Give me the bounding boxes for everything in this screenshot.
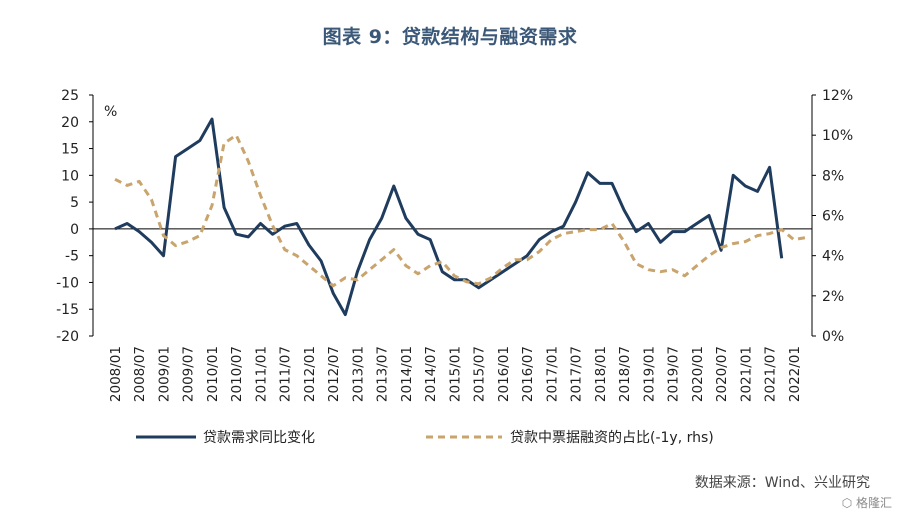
chart-title: 图表 9：贷款结构与融资需求 [322,26,578,48]
series-line-bill-share [114,133,807,288]
x-tick-label: 2011/07 [278,346,294,402]
series-line-loan-demand [114,117,784,317]
left-tick-label: 20 [61,115,79,131]
right-tick-label: 8% [822,168,844,184]
left-tick-label: 25 [61,88,79,104]
x-tick-label: 2011/01 [253,346,269,402]
right-tick-label: 4% [822,249,844,265]
right-tick-label: 6% [822,209,844,225]
x-tick-label: 2017/01 [544,346,560,402]
x-tick-label: 2010/01 [205,346,221,402]
series-layer [114,117,807,317]
x-tick-label: 2016/01 [496,346,512,402]
x-tick-label: 2021/07 [763,346,779,402]
x-tick-label: 2009/01 [156,346,172,402]
left-tick-label: -5 [65,249,79,265]
x-tick-label: 2012/07 [326,346,342,402]
source-note: 数据来源：Wind、兴业研究 [694,475,870,491]
left-tick-label: 0 [70,222,79,238]
right-tick-label: 2% [822,289,844,305]
left-tick-label: 5 [70,195,79,211]
x-tick-label: 2015/01 [447,346,463,402]
x-tick-label: 2020/01 [690,346,706,402]
x-tick-label: 2021/01 [738,346,754,402]
right-tick-label: 10% [822,128,853,144]
x-tick-label: 2018/01 [593,346,609,402]
x-tick-label: 2019/01 [641,346,657,402]
left-tick-label: 10 [61,168,79,184]
x-tick-label: 2013/07 [375,346,391,402]
x-tick-label: 2016/07 [520,346,536,402]
legend-label-loan-demand: 贷款需求同比变化 [203,430,315,446]
watermark-text: 格隆汇 [855,496,892,510]
left-axis-ticks: -20 -15 -10 -5 0 5 10 15 20 25 [56,88,93,345]
x-tick-label: 2010/07 [229,346,245,402]
x-tick-label: 2014/07 [423,346,439,402]
x-tick-label: 2008/07 [132,346,148,402]
left-tick-label: -10 [56,275,79,291]
watermark-logo: ⬡ 格隆汇 [841,496,892,510]
x-tick-label: 2013/01 [350,346,366,402]
x-tick-label: 2012/01 [302,346,318,402]
x-tick-label: 2014/01 [399,346,415,402]
legend: 贷款需求同比变化 贷款中票据融资的占比(-1y, rhs) [136,430,714,446]
x-tick-label: 2018/07 [617,346,633,402]
x-tick-label: 2015/07 [472,346,488,402]
x-tick-label: 2020/07 [714,346,730,402]
left-tick-label: -15 [56,302,79,318]
x-tick-label: 2019/07 [666,346,682,402]
x-tick-label: 2022/01 [787,346,803,402]
left-tick-label: -20 [56,329,79,345]
legend-label-bill-share: 贷款中票据融资的占比(-1y, rhs) [510,430,714,446]
y-axis-unit-label: % [104,104,117,120]
x-tick-label: 2008/01 [108,346,124,402]
x-axis-ticks: 2008/01 2008/07 2009/01 2009/07 2010/01 2010/… [108,346,803,402]
x-tick-label: 2009/07 [181,346,197,402]
right-tick-label: 0% [822,329,844,345]
left-tick-label: 15 [61,142,79,158]
right-tick-label: 12% [822,88,853,104]
right-axis-ticks: 0% 2% 4% 6% 8% 10% 12% [812,88,853,345]
x-tick-label: 2017/07 [569,346,585,402]
